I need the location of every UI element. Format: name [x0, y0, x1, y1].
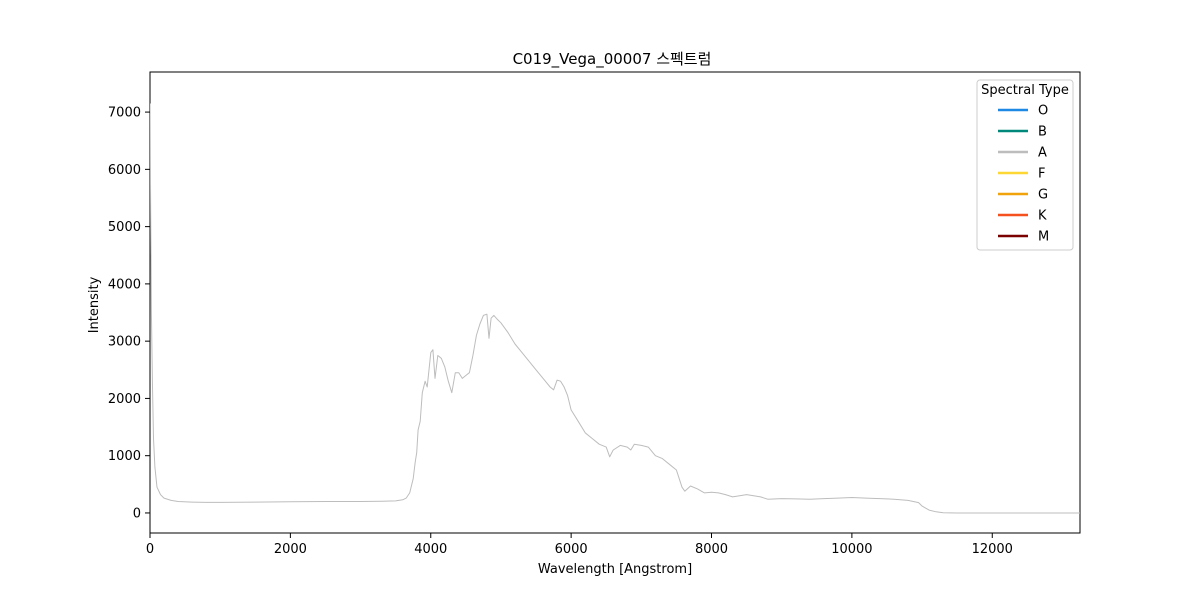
y-tick-label: 7000 — [108, 106, 141, 121]
x-tick-label: 6000 — [555, 542, 588, 557]
y-axis-label: Intensity — [87, 276, 102, 333]
y-tick-label: 5000 — [108, 220, 141, 235]
y-tick-label: 6000 — [108, 163, 141, 178]
x-tick-label: 12000 — [972, 542, 1013, 557]
axes-frame — [149, 71, 1081, 534]
legend-title: Spectral Type — [981, 83, 1069, 98]
x-tick-label: 2000 — [274, 542, 307, 557]
legend-label-B: B — [1038, 125, 1047, 140]
x-tick-label: 4000 — [414, 542, 447, 557]
x-tick-label: 0 — [146, 542, 154, 557]
y-tick-label: 3000 — [108, 335, 141, 350]
legend-label-K: K — [1038, 209, 1047, 224]
legend-label-G: G — [1038, 188, 1048, 203]
y-tick-label: 2000 — [108, 392, 141, 407]
x-axis: 0 2000 4000 6000 8000 10000 12000 — [146, 533, 1013, 557]
x-axis-label: Wavelength [Angstrom] — [538, 562, 692, 577]
x-tick-label: 10000 — [831, 542, 872, 557]
series-line-A — [150, 103, 1080, 514]
series-layer — [150, 103, 1080, 514]
y-tick-label: 1000 — [108, 449, 141, 464]
y-axis: 0 1000 2000 3000 4000 5000 6000 7000 — [108, 106, 150, 521]
legend-label-O: O — [1038, 104, 1048, 119]
y-tick-label: 0 — [133, 506, 141, 521]
x-tick-label: 8000 — [695, 542, 728, 557]
legend-label-M: M — [1038, 230, 1049, 245]
y-tick-label: 4000 — [108, 277, 141, 292]
legend-label-A: A — [1038, 146, 1047, 161]
chart-title: C019_Vega_00007 스펙트럼 — [513, 50, 712, 69]
plot-area — [149, 71, 1081, 534]
legend-label-F: F — [1038, 167, 1045, 182]
legend-box — [976, 79, 1074, 251]
